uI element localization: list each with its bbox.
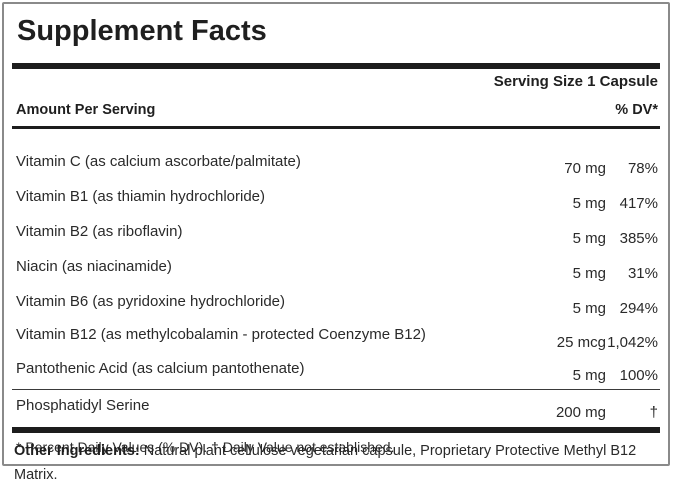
nutrient-amount: 70 mg: [564, 159, 606, 177]
nutrient-row: Vitamin B6 (as pyridoxine hydrochloride)…: [16, 287, 658, 322]
nutrient-amount: 5 mg: [572, 264, 606, 282]
nutrient-dv: 100%: [619, 366, 658, 384]
nutrient-label: Vitamin B2 (as riboflavin): [16, 222, 183, 240]
column-headers: Amount Per Serving % DV*: [16, 103, 658, 118]
other-ingredients-label: Other Ingredients:: [14, 442, 140, 459]
nutrient-label: Vitamin B6 (as pyridoxine hydrochloride): [16, 292, 286, 310]
nutrient-dv: 294%: [619, 299, 658, 317]
nutrient-row: Pantothenic Acid (as calcium pantothenat…: [16, 354, 658, 389]
nutrient-row: Vitamin B2 (as riboflavin) 5 mg 385%: [16, 217, 658, 252]
nutrient-amount: 5 mg: [572, 229, 606, 247]
nutrient-row: Vitamin B12 (as methylcobalamin - protec…: [16, 322, 658, 354]
nutrient-label: Niacin (as niacinamide): [16, 257, 172, 275]
nutrient-row: Phosphatidyl Serine 200 mg †: [16, 391, 658, 426]
amount-per-serving-header: Amount Per Serving: [16, 102, 156, 118]
nutrient-amount: 200 mg: [555, 403, 606, 421]
divider-thick-bottom: [12, 427, 660, 433]
nutrient-dv: 1,042%: [607, 334, 658, 351]
nutrient-label: Phosphatidyl Serine: [16, 396, 150, 414]
nutrient-row: Niacin (as niacinamide) 5 mg 31%: [16, 252, 658, 287]
nutrient-label: Vitamin C (as calcium ascorbate/palmitat…: [16, 152, 301, 170]
nutrient-dv: †: [649, 403, 658, 421]
nutrient-amount: 5 mg: [572, 299, 606, 317]
divider-medium: [12, 126, 660, 129]
nutrient-amount: 5 mg: [572, 194, 606, 212]
nutrient-amount: 25 mcg: [556, 334, 606, 351]
daily-value-footnote: * Percent Daily Values (% DV). † Daily V…: [16, 439, 395, 455]
panel-title: Supplement Facts: [17, 15, 267, 47]
nutrient-dv: 78%: [627, 159, 658, 177]
nutrient-row: Vitamin B1 (as thiamin hydrochloride) 5 …: [16, 182, 658, 217]
other-ingredients: Other Ingredients: Natural plant cellulo…: [14, 439, 666, 487]
percent-dv-header: % DV*: [615, 102, 658, 118]
nutrient-label: Pantothenic Acid (as calcium pantothenat…: [16, 359, 305, 377]
serving-size: Serving Size 1 Capsule: [493, 73, 658, 90]
nutrient-label: Vitamin B12 (as methylcobalamin - protec…: [16, 326, 426, 343]
divider-thin: [12, 389, 660, 390]
supplement-facts-panel: Supplement Facts Serving Size 1 Capsule …: [2, 2, 670, 466]
nutrient-dv: 385%: [619, 229, 658, 247]
nutrient-label: Vitamin B1 (as thiamin hydrochloride): [16, 187, 266, 205]
nutrient-amount: 5 mg: [572, 366, 606, 384]
nutrient-dv: 31%: [627, 264, 658, 282]
nutrient-rows: Vitamin C (as calcium ascorbate/palmitat…: [16, 147, 658, 389]
divider-thick-top: [12, 63, 660, 69]
nutrient-dv: 417%: [619, 194, 658, 212]
nutrient-row: Vitamin C (as calcium ascorbate/palmitat…: [16, 147, 658, 182]
